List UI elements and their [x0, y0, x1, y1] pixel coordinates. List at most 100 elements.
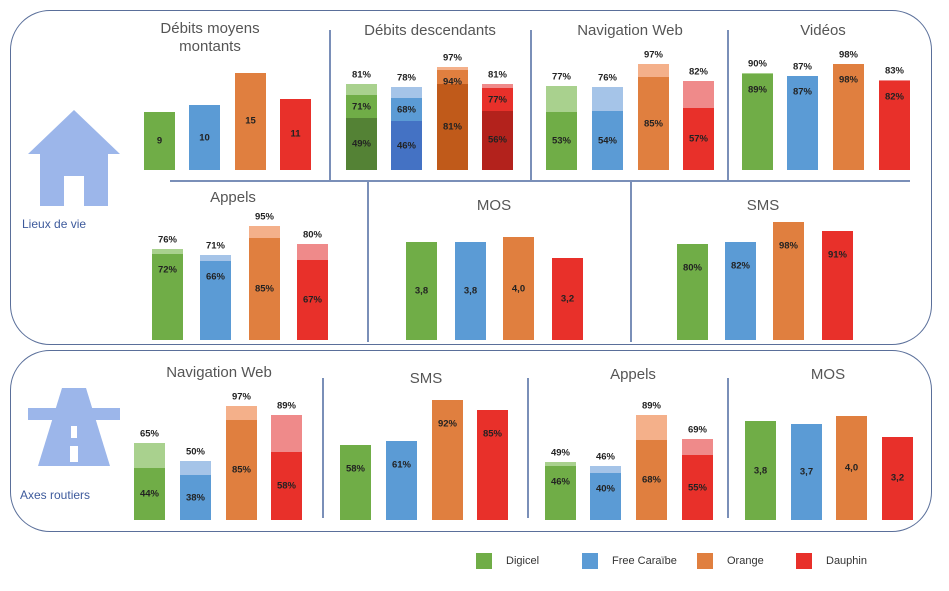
bar-segment	[682, 455, 713, 520]
data-label: 50%	[185, 446, 206, 458]
data-label: 11	[290, 128, 301, 140]
legend-label: Orange	[727, 555, 764, 567]
bar-segment	[791, 423, 822, 520]
data-label: 92%	[437, 418, 458, 430]
divider	[322, 378, 324, 518]
data-label: 3,7	[799, 466, 814, 478]
bar-segment	[455, 242, 486, 340]
data-label: 81%	[351, 69, 372, 81]
legend-label: Dauphin	[826, 555, 867, 567]
data-label: 80%	[302, 229, 323, 241]
data-label: 71%	[205, 240, 226, 252]
divider	[170, 180, 910, 182]
data-label: 3,8	[753, 465, 768, 477]
legend-item: Orange	[697, 553, 764, 569]
data-label: 87%	[792, 86, 813, 98]
bar-segment	[226, 419, 257, 520]
chart-title: SMS	[746, 197, 780, 214]
data-label: 3,8	[414, 285, 429, 297]
bar-segment	[882, 436, 913, 520]
data-label: 61%	[391, 459, 412, 471]
data-label: 10	[199, 132, 210, 143]
bar-segment	[152, 253, 183, 340]
data-label: 69%	[687, 424, 708, 436]
legend-item: Free Caraïbe	[582, 553, 677, 569]
divider	[527, 378, 529, 518]
legend-swatch	[582, 553, 598, 569]
data-label: 85%	[643, 118, 664, 130]
chart-title: Débits descendants	[364, 22, 496, 39]
data-label: 90%	[747, 58, 768, 70]
data-label: 54%	[597, 135, 618, 147]
chart-title: Appels	[210, 189, 256, 206]
data-label: 94%	[442, 76, 463, 88]
data-label: 76%	[157, 234, 178, 246]
bar-segment	[745, 421, 776, 520]
bar-segment	[386, 440, 417, 520]
data-label: 72%	[157, 264, 178, 276]
data-label: 98%	[838, 49, 859, 61]
data-label: 15	[245, 115, 256, 127]
legend-label: Digicel	[506, 555, 540, 567]
data-label: 56%	[487, 134, 508, 146]
data-label: 87%	[792, 61, 813, 73]
data-label: 77%	[551, 71, 572, 83]
data-label: 76%	[597, 72, 618, 84]
bar-segment	[391, 121, 422, 170]
data-label: 89%	[641, 400, 662, 412]
data-label: 68%	[641, 474, 662, 486]
data-label: 98%	[838, 74, 859, 86]
data-label: 98%	[778, 240, 799, 252]
bar-segment	[235, 72, 266, 170]
legend-swatch	[796, 553, 812, 569]
data-label: 4,0	[511, 283, 526, 295]
data-label: 55%	[687, 482, 708, 494]
bar-segment	[636, 439, 667, 520]
data-label: 3,2	[560, 293, 575, 305]
data-label: 82%	[884, 91, 905, 103]
legend-label: Free Caraïbe	[612, 555, 677, 567]
data-label: 67%	[302, 294, 323, 306]
highway-icon	[28, 388, 120, 466]
data-label: 53%	[551, 135, 572, 147]
data-label: 71%	[351, 101, 372, 113]
bar-segment	[200, 260, 231, 340]
data-label: 85%	[482, 428, 503, 439]
axes-routiers-panel	[10, 350, 932, 532]
chart-title: MOS	[476, 197, 512, 214]
bar-segment	[346, 118, 377, 170]
data-label: 40%	[595, 483, 616, 495]
divider	[367, 182, 369, 342]
legend-item: Dauphin	[796, 553, 867, 569]
data-label: 85%	[254, 283, 275, 295]
data-label: 78%	[396, 72, 417, 84]
bar-segment	[787, 76, 818, 170]
chart-title: Navigation Web	[166, 364, 272, 381]
data-label: 91%	[827, 249, 848, 261]
divider	[530, 30, 532, 180]
bar-segment	[879, 81, 910, 170]
bar-segment	[437, 84, 468, 170]
bar-segment	[340, 444, 371, 520]
bar-segment	[477, 409, 508, 520]
data-label: 49%	[550, 447, 571, 459]
data-label: 38%	[185, 492, 206, 504]
bar-segment	[725, 241, 756, 340]
chart-title: Appels	[610, 366, 656, 383]
bar-segment	[677, 244, 708, 340]
house-icon	[28, 110, 120, 206]
legend-item: Digicel	[476, 553, 539, 569]
data-label: 46%	[396, 140, 417, 152]
data-label: 44%	[139, 488, 160, 500]
bar-segment	[638, 77, 669, 170]
data-label: 82%	[688, 66, 709, 78]
bar-segment	[406, 242, 437, 340]
bar-segment	[297, 259, 328, 340]
divider	[329, 30, 331, 180]
bar-segment	[503, 237, 534, 340]
bar-segment	[134, 468, 165, 520]
chart-title: SMS	[409, 370, 443, 387]
data-label: 65%	[139, 428, 160, 440]
bar-segment	[552, 257, 583, 340]
data-label: 57%	[688, 133, 709, 145]
